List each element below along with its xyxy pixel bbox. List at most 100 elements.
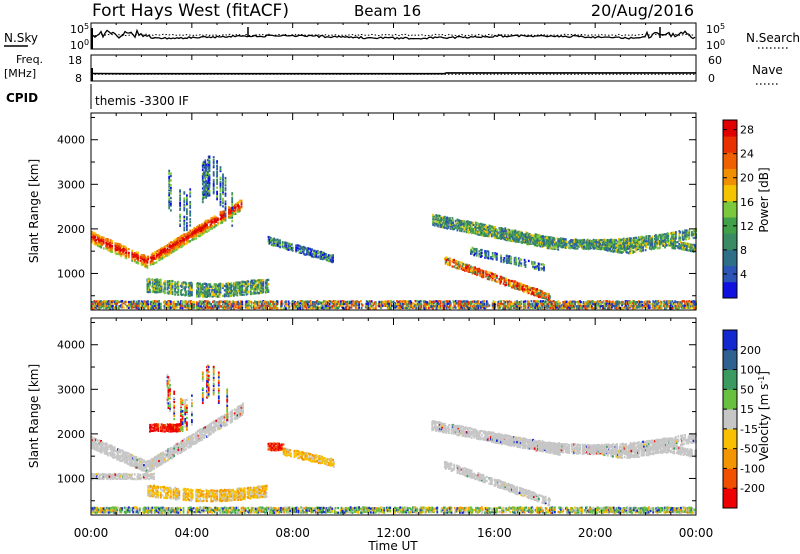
echo-cell (230, 282, 233, 285)
frequency-panel: Freq. [MHz] 18 8 60 0 Nave (4, 53, 783, 85)
echo-cell (228, 215, 230, 218)
echo-cell (473, 300, 476, 303)
echo-cell (244, 303, 247, 306)
echo-cell (219, 180, 222, 183)
echo-cell (432, 307, 434, 310)
echo-cell (279, 246, 281, 249)
echo-cell (151, 302, 154, 306)
echo-cell (269, 302, 271, 305)
echo-cell (258, 300, 260, 303)
echo-cell (168, 193, 171, 197)
echo-cell (648, 304, 651, 307)
echo-cell (467, 230, 470, 233)
echo-cell (312, 304, 315, 308)
echo-cell (452, 259, 455, 262)
echo-cell (207, 226, 210, 229)
echo-cell (338, 306, 340, 309)
echo-cell (156, 291, 159, 294)
echo-cell (231, 193, 234, 196)
echo-cell (231, 192, 234, 195)
echo-cell (445, 256, 448, 259)
echo-cell (415, 305, 418, 308)
echo-cell (248, 300, 250, 303)
echo-cell (222, 197, 224, 200)
echo-cell (207, 162, 209, 165)
echo-cell (212, 293, 214, 296)
echo-cell (300, 250, 302, 253)
echo-cell (503, 280, 506, 284)
echo-cell (224, 202, 227, 205)
echo-cell (554, 305, 557, 308)
echo-cell (644, 300, 647, 303)
echo-cell (461, 306, 464, 310)
echo-cell (201, 183, 204, 186)
echo-cell (494, 273, 497, 276)
echo-cell (177, 283, 180, 286)
echo-cell (440, 225, 443, 229)
echo-cell (420, 304, 423, 307)
echo-cell (258, 302, 260, 305)
echo-cell (552, 236, 555, 240)
echo-cell (636, 306, 639, 309)
echo-cell (126, 306, 129, 309)
echo-cell (158, 256, 160, 259)
echo-cell (671, 307, 674, 310)
echo-cell (205, 181, 208, 185)
echo-cell (466, 225, 469, 228)
echo-cell (164, 304, 167, 307)
echo-cell (432, 223, 434, 226)
echo-cell (217, 217, 219, 220)
echo-cell (249, 290, 252, 293)
echo-cell (520, 306, 523, 309)
echo-cell (159, 278, 162, 281)
echo-cell (122, 251, 124, 254)
echo-cell (216, 194, 218, 198)
echo-cell (205, 186, 208, 189)
echo-cell (576, 241, 579, 244)
echo-cell (174, 287, 176, 290)
echo-cell (452, 219, 455, 222)
echo-cell (636, 301, 639, 304)
echo-cell (137, 251, 139, 254)
echo-cell (507, 279, 510, 282)
echo-cell (208, 167, 211, 170)
echo-cell (534, 306, 537, 309)
echo-cell (328, 254, 330, 257)
echo-cell (196, 301, 198, 304)
echo-cell (496, 232, 499, 235)
echo-cell (515, 235, 518, 239)
echo-cell (688, 300, 691, 303)
echo-cell (559, 305, 561, 308)
echo-cell (202, 189, 205, 193)
echo-cell (171, 284, 174, 287)
echo-cell (448, 225, 450, 228)
echo-cell (233, 211, 236, 214)
echo-cell (228, 206, 231, 209)
echo-cell (128, 306, 130, 309)
echo-cell (510, 306, 513, 309)
echo-cell (201, 173, 204, 176)
echo-cell (502, 279, 505, 282)
echo-cell (555, 304, 558, 307)
echo-cell (346, 304, 349, 308)
echo-cell (317, 306, 320, 309)
echo-cell (459, 229, 461, 232)
freq-unit-label: [MHz] (4, 67, 36, 80)
echo-cell (636, 305, 639, 308)
echo-cell (341, 304, 344, 307)
echo-cell (95, 241, 97, 245)
echo-cell (456, 229, 459, 232)
echo-cell (222, 205, 224, 208)
echo-cell (143, 300, 146, 303)
echo-cell (107, 301, 109, 304)
echo-cell (452, 306, 455, 309)
echo-cell (222, 178, 224, 182)
echo-cell (183, 199, 186, 202)
echo-cell (554, 243, 557, 247)
echo-cell (482, 271, 485, 274)
echo-cell (138, 302, 140, 305)
echo-cell (230, 288, 233, 291)
echo-cell (201, 198, 204, 201)
echo-cell (515, 238, 518, 241)
echo-cell (230, 307, 233, 310)
